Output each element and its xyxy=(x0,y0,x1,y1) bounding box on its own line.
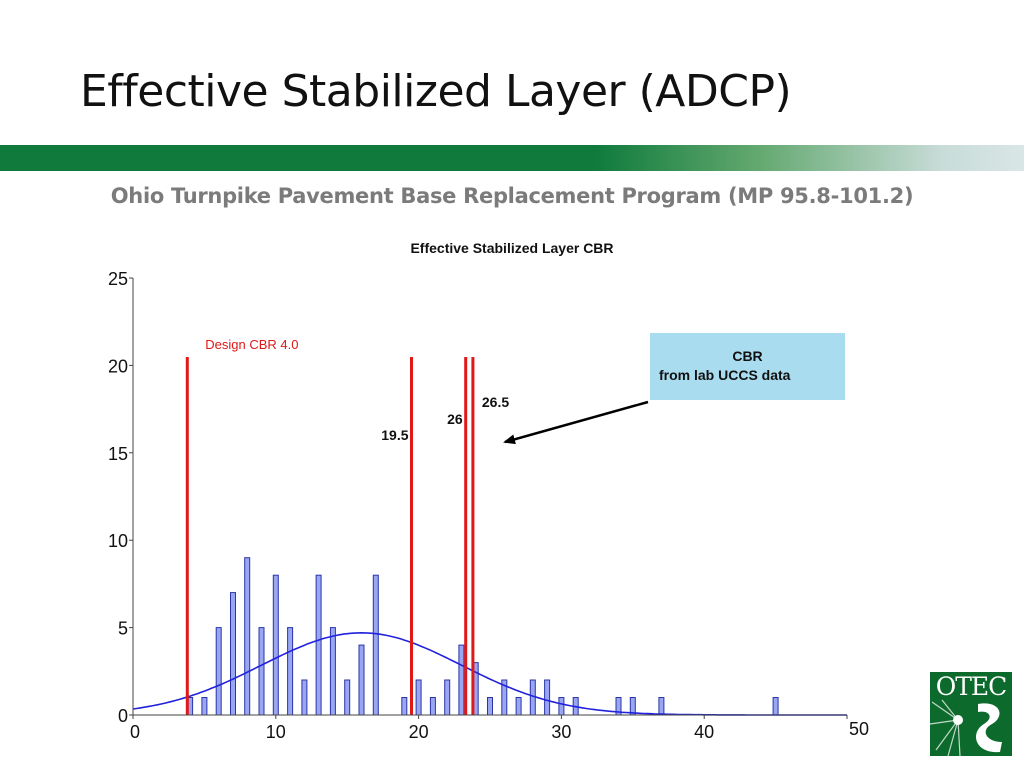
histogram-bar xyxy=(287,627,294,716)
bars-layer xyxy=(187,557,779,716)
chart-axes: 0 5 10 15 20 25 0 10 20 30 40 50 xyxy=(108,269,869,742)
histogram-bar xyxy=(215,627,222,716)
histogram-bar xyxy=(329,627,336,716)
histogram-bar xyxy=(201,697,208,716)
y-tick-label: 5 xyxy=(118,619,128,639)
histogram-bar xyxy=(244,557,251,716)
y-tick-label: 0 xyxy=(118,706,128,726)
x-tick-label: 30 xyxy=(551,722,571,742)
callout-arrow xyxy=(503,400,649,445)
histogram-bar xyxy=(458,644,465,716)
histogram-bar xyxy=(258,627,265,716)
histogram-bar xyxy=(344,679,351,716)
y-tick-label: 20 xyxy=(108,356,128,376)
histogram-bar xyxy=(372,574,379,716)
x-tick-label: 0 xyxy=(130,722,140,742)
histogram-bar xyxy=(429,697,436,716)
histogram-bar xyxy=(358,644,365,716)
histogram-bar xyxy=(301,679,308,716)
reference-line-label: 26.5 xyxy=(482,394,509,410)
y-tick-label: 15 xyxy=(108,444,128,464)
reference-lines: Design CBR 4.0 19.5 26 26.5 xyxy=(185,337,509,715)
histogram-bar xyxy=(230,592,236,716)
otec-logo: OTEC xyxy=(929,672,1012,757)
histogram-bar xyxy=(401,697,408,716)
histogram-bar xyxy=(315,574,322,716)
otec-logo-graphic xyxy=(929,672,1012,757)
reference-line-label: 26 xyxy=(447,411,463,427)
histogram-bar xyxy=(272,574,279,716)
x-tick-label: 40 xyxy=(694,722,714,742)
histogram-bar xyxy=(658,697,665,716)
y-tick-label: 25 xyxy=(108,269,128,289)
title-band xyxy=(0,145,1024,171)
slide-title: Effective Stabilized Layer (ADCP) xyxy=(80,66,792,117)
histogram-bar xyxy=(772,697,779,716)
histogram-bar xyxy=(487,697,493,716)
chart-title: Effective Stabilized Layer CBR xyxy=(410,240,613,256)
x-tick-label: 10 xyxy=(266,722,286,742)
x-tick-label: 20 xyxy=(409,722,429,742)
histogram-bar xyxy=(558,697,565,716)
slide-subtitle: Ohio Turnpike Pavement Base Replacement … xyxy=(110,184,914,208)
histogram-bar xyxy=(515,697,522,716)
callout-line1: CBR xyxy=(732,348,763,364)
callout-box: CBR from lab UCCS data xyxy=(650,333,845,400)
reference-line-label: Design CBR 4.0 xyxy=(205,337,298,352)
histogram-bar xyxy=(415,679,422,716)
histogram-bar xyxy=(444,679,451,716)
histogram-bar xyxy=(544,679,551,716)
x-tick-label: 50 xyxy=(849,719,869,739)
callout-line2: from lab UCCS data xyxy=(659,367,791,383)
reference-line-label: 19.5 xyxy=(381,427,408,443)
y-tick-label: 10 xyxy=(108,531,128,551)
histogram-bar xyxy=(529,679,536,716)
logo-text: OTEC xyxy=(935,672,1008,701)
